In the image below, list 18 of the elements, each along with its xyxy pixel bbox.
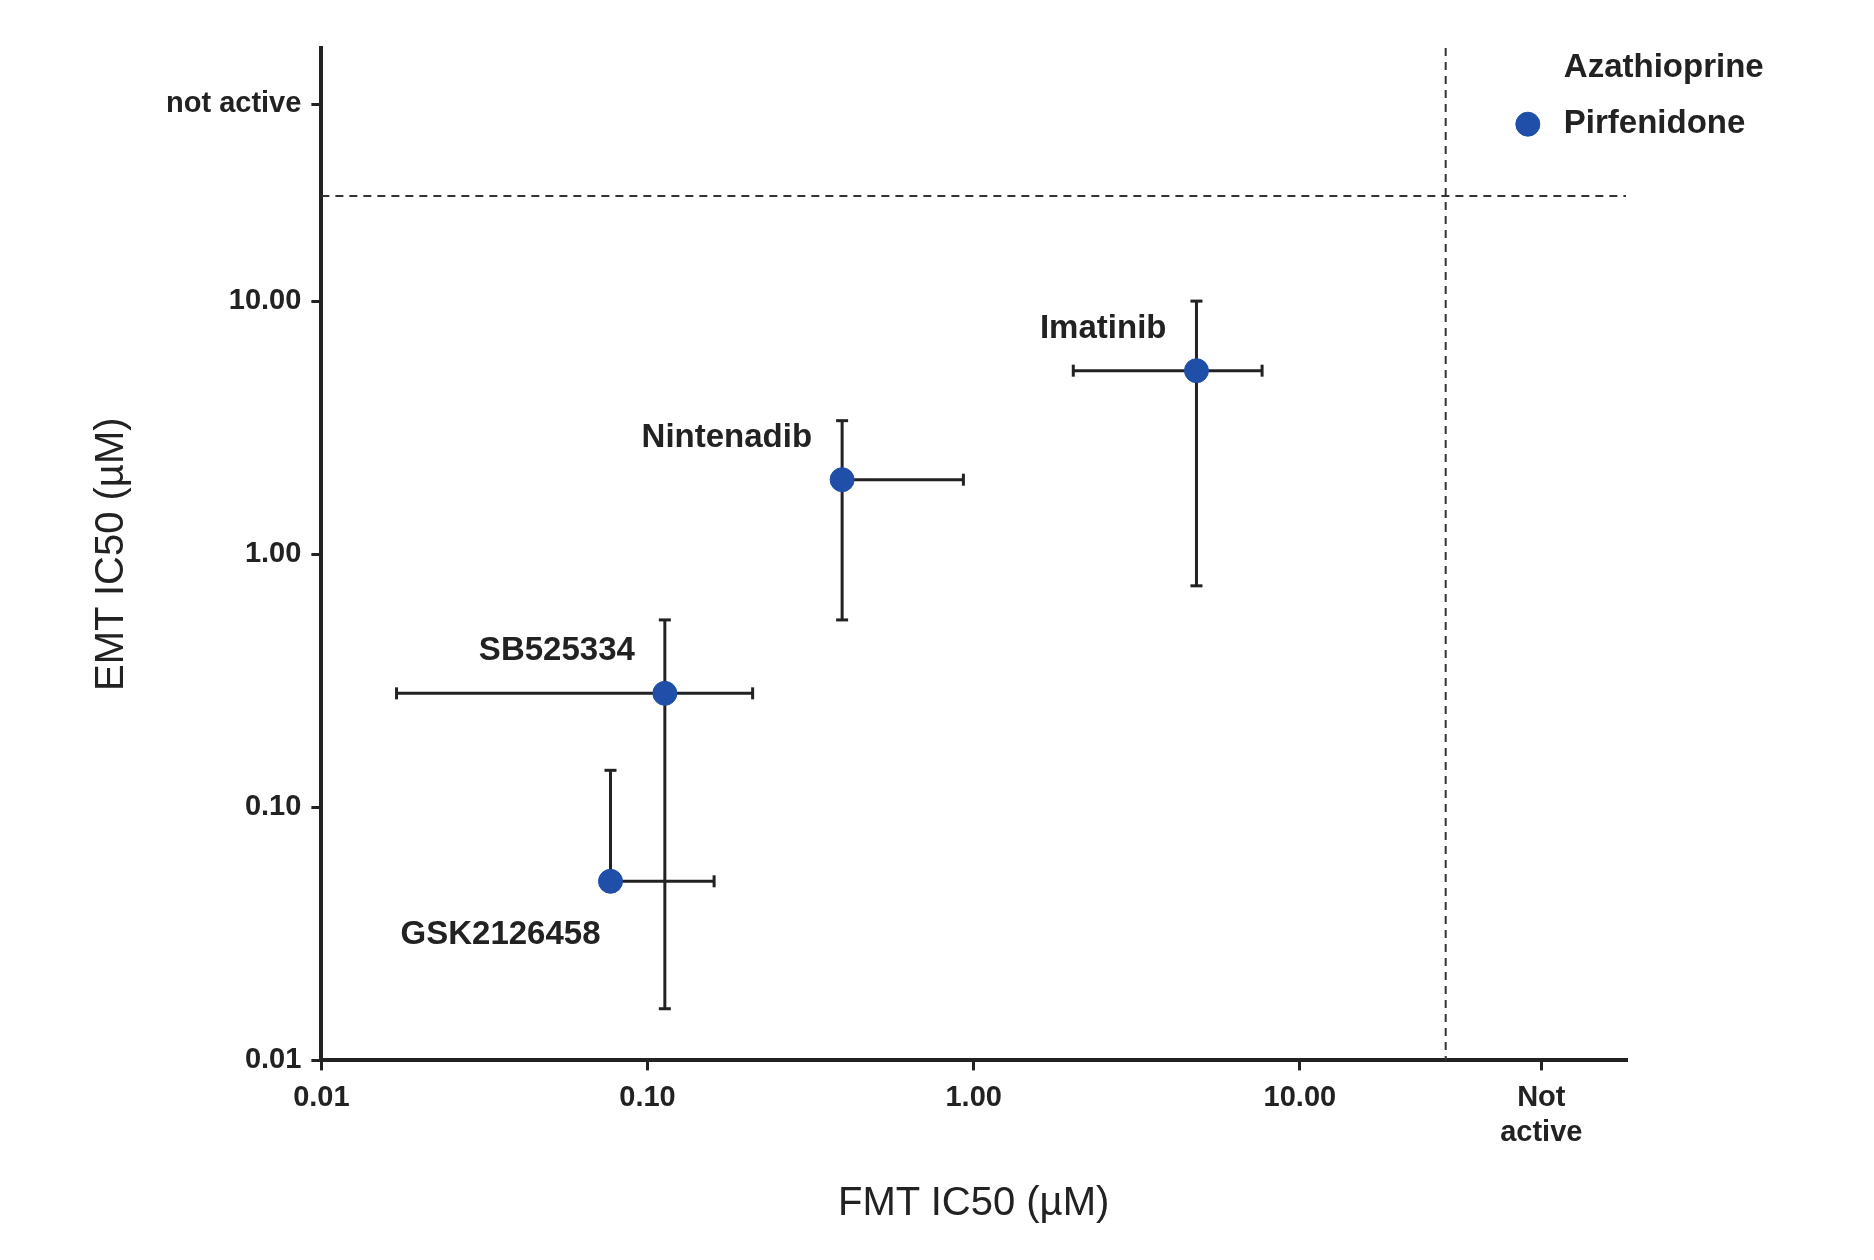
x-tick-label: 0.10 xyxy=(619,1079,676,1112)
x-tick-label: 1.00 xyxy=(945,1079,1002,1112)
y-tick-label: 0.01 xyxy=(244,1042,302,1075)
annotation: Azathioprine xyxy=(1563,47,1764,85)
x-tick-label: 0.01 xyxy=(293,1079,350,1112)
x-tick-label: Not active xyxy=(1500,1079,1583,1147)
annotation: Nintenadib xyxy=(641,416,813,454)
y-tick-label: 0.10 xyxy=(244,789,302,822)
annotation: Imatinib xyxy=(1039,307,1167,345)
y-axis-title: EMT IC50 (µM) xyxy=(87,417,132,691)
y-tick-label: 10.00 xyxy=(228,283,302,316)
y-tick-label: 1.00 xyxy=(244,536,302,569)
y-tick-label: not active xyxy=(166,86,302,119)
annotation: SB525334 xyxy=(478,630,636,668)
series-label: Pirfenidone xyxy=(1563,103,1746,141)
annotation: GSK2126458 xyxy=(400,914,601,952)
x-tick-label: 10.00 xyxy=(1263,1079,1337,1112)
x-axis-title: FMT IC50 (µM) xyxy=(838,1179,1110,1224)
